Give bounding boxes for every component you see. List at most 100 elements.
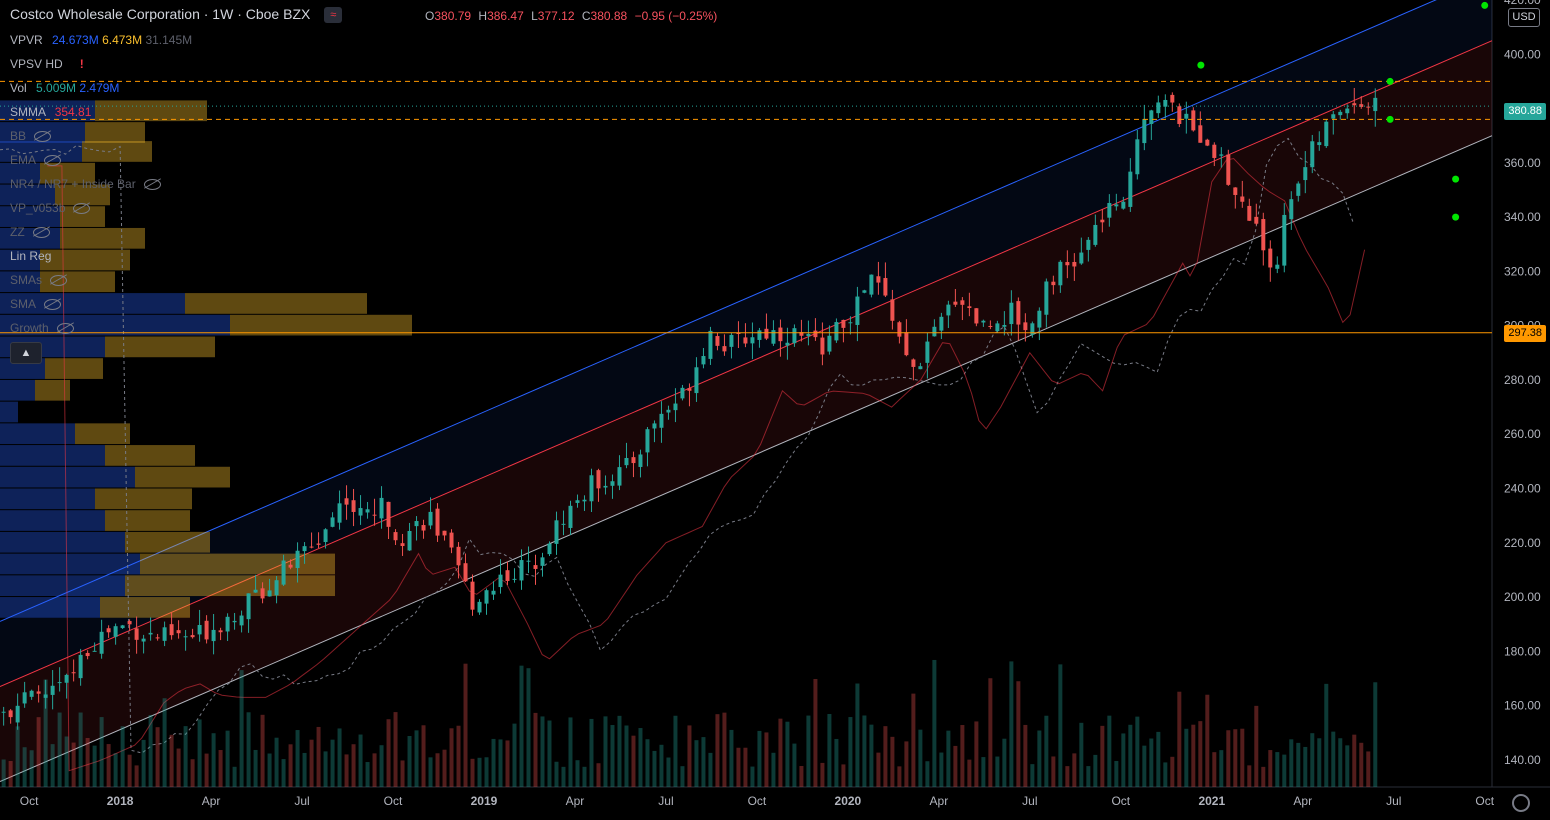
volume-bar bbox=[932, 659, 937, 787]
volume-profile-bar bbox=[125, 531, 210, 553]
candle-body bbox=[225, 616, 230, 632]
volume-bar bbox=[967, 759, 972, 787]
volume-bar bbox=[1072, 753, 1077, 787]
indicator-smma[interactable]: SMMA 354.81 bbox=[10, 105, 91, 119]
candle-body bbox=[470, 581, 475, 610]
hidden-eye-icon[interactable] bbox=[32, 227, 50, 239]
candle-body bbox=[827, 335, 832, 352]
candle-body bbox=[1338, 111, 1343, 116]
volume-bar bbox=[1226, 730, 1231, 787]
volume-bar bbox=[246, 712, 251, 787]
volume-bar bbox=[400, 760, 405, 787]
volume-bar bbox=[1373, 682, 1378, 787]
x-tick-label: Apr bbox=[566, 794, 585, 808]
volume-bar bbox=[1352, 734, 1357, 787]
volume-bar bbox=[379, 745, 384, 787]
candle-body bbox=[701, 356, 706, 365]
change-value: −0.95 (−0.25%) bbox=[634, 9, 718, 23]
hidden-eye-icon[interactable] bbox=[73, 203, 91, 215]
candle-body bbox=[1107, 202, 1112, 218]
candle-body bbox=[1037, 310, 1042, 328]
volume-bar bbox=[316, 726, 321, 787]
ohlc-readout: O380.79 H386.47 L377.12 C380.88 −0.95 (−… bbox=[425, 9, 721, 23]
candle-body bbox=[1072, 262, 1077, 267]
indicator-vp[interactable]: VP_v053b bbox=[10, 201, 91, 215]
hidden-eye-icon[interactable] bbox=[34, 131, 52, 143]
volume-bar bbox=[1338, 738, 1343, 787]
symbol-title[interactable]: Costco Wholesale Corporation · 1W · Cboe… bbox=[10, 6, 311, 22]
volume-profile-bar bbox=[0, 401, 18, 423]
indicator-vol[interactable]: Vol 5.009M 2.479M bbox=[10, 81, 119, 95]
indicator-linreg[interactable]: Lin Reg bbox=[10, 249, 51, 263]
warning-icon[interactable]: ! bbox=[79, 57, 84, 71]
candle-body bbox=[967, 306, 972, 309]
volume-bar bbox=[1324, 683, 1329, 787]
volume-bar bbox=[407, 735, 412, 787]
volume-bar bbox=[729, 729, 734, 787]
volume-profile-bar bbox=[95, 100, 207, 122]
candle-body bbox=[561, 523, 566, 525]
hidden-eye-icon[interactable] bbox=[44, 299, 62, 311]
indicator-sma[interactable]: SMA bbox=[10, 297, 62, 311]
vol-value-1: 5.009M bbox=[36, 81, 77, 95]
candle-body bbox=[309, 546, 314, 548]
zigzag-line bbox=[0, 137, 1355, 754]
chevron-up-icon[interactable]: ▲ bbox=[10, 342, 42, 364]
high-value: 386.47 bbox=[487, 9, 524, 23]
volume-bar bbox=[960, 725, 965, 787]
candle-body bbox=[43, 694, 48, 698]
x-tick-label: Apr bbox=[202, 794, 221, 808]
gear-icon[interactable] bbox=[1512, 794, 1530, 812]
compare-icon[interactable]: ≈ bbox=[324, 7, 343, 24]
hidden-eye-icon[interactable] bbox=[44, 155, 62, 167]
volume-bar bbox=[1142, 745, 1147, 787]
indicator-ema[interactable]: EMA bbox=[10, 153, 62, 167]
candle-body bbox=[981, 320, 986, 323]
volume-bar bbox=[757, 730, 762, 787]
hidden-eye-icon[interactable] bbox=[143, 179, 161, 191]
indicator-zz[interactable]: ZZ bbox=[10, 225, 50, 239]
indicator-vpsv[interactable]: VPSV HD! bbox=[10, 57, 89, 71]
hidden-eye-icon[interactable] bbox=[50, 275, 68, 287]
volume-bar bbox=[855, 683, 860, 787]
volume-profile-bar bbox=[0, 206, 60, 227]
candle-body bbox=[694, 367, 699, 394]
volume-profile-bar bbox=[40, 162, 95, 184]
volume-bar bbox=[1023, 724, 1028, 787]
candle-body bbox=[365, 509, 370, 513]
candle-body bbox=[1303, 167, 1308, 181]
volume-bar bbox=[372, 753, 377, 787]
candle-body bbox=[64, 674, 69, 683]
candle-body bbox=[785, 342, 790, 346]
indicator-vpvr[interactable]: VPVR 24.673M 6.473M 31.145M bbox=[10, 33, 192, 47]
hidden-eye-icon[interactable] bbox=[56, 323, 74, 335]
low-label: L bbox=[531, 9, 538, 23]
volume-profile-bar bbox=[75, 423, 130, 445]
volume-profile-bar bbox=[100, 597, 190, 618]
volume-bar bbox=[1037, 730, 1042, 787]
volume-bar bbox=[1310, 733, 1315, 787]
candle-body bbox=[106, 628, 111, 633]
candle-body bbox=[638, 454, 643, 467]
indicator-growth[interactable]: Growth bbox=[10, 321, 74, 335]
volume-bar bbox=[1135, 716, 1140, 787]
candle-body bbox=[1065, 262, 1070, 266]
volume-bar bbox=[904, 741, 909, 787]
volume-bar bbox=[1170, 756, 1175, 787]
candle-body bbox=[946, 304, 951, 316]
indicator-nr4[interactable]: NR4 / NR7 + Inside Bar bbox=[10, 177, 161, 191]
candle-body bbox=[820, 337, 825, 355]
volume-bar bbox=[701, 737, 706, 787]
indicator-bb[interactable]: BB bbox=[10, 129, 52, 143]
candle-body bbox=[1058, 261, 1063, 286]
candle-body bbox=[1149, 110, 1154, 124]
candle-body bbox=[218, 630, 223, 633]
volume-bar bbox=[1100, 725, 1105, 787]
candle-body bbox=[904, 332, 909, 356]
candle-body bbox=[274, 580, 279, 596]
currency-button[interactable]: USD bbox=[1508, 8, 1540, 27]
indicator-smas[interactable]: SMAs bbox=[10, 273, 68, 287]
candle-body bbox=[932, 326, 937, 337]
indicator-label: Growth bbox=[10, 321, 49, 335]
